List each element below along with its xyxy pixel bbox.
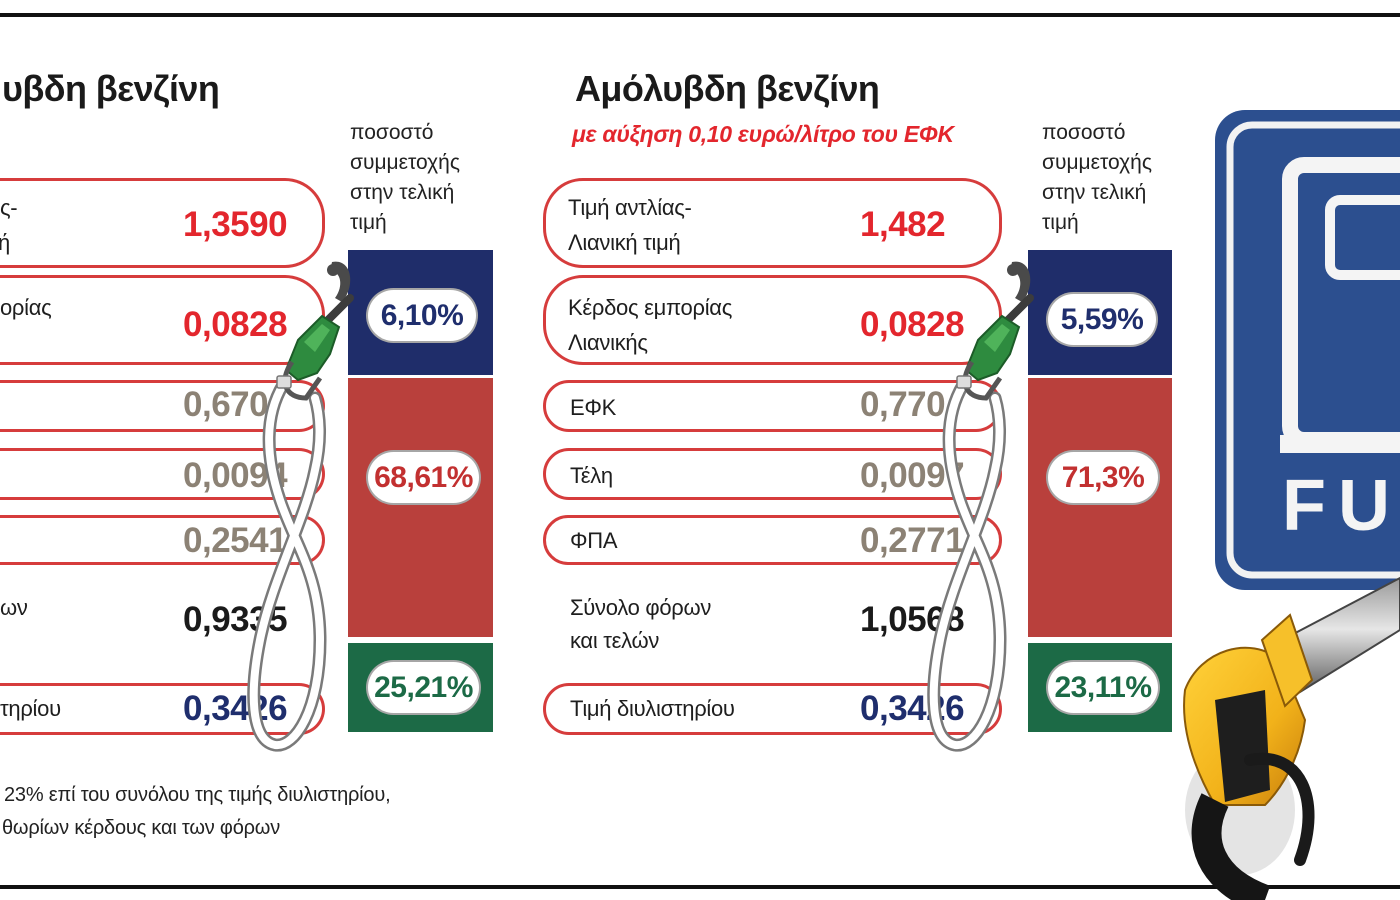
left-share-segment-taxes xyxy=(348,378,493,637)
left-row-pill-excise xyxy=(0,380,325,432)
left-share-header: ποσοστό συμμετοχής στην τελική τιμή xyxy=(350,118,460,238)
left-value-excise: 0,670 xyxy=(183,385,269,424)
right-value-total-taxes: 1,0568 xyxy=(860,600,965,639)
right-value-refinery: 0,3426 xyxy=(860,689,965,728)
left-value-total-taxes: 0,9335 xyxy=(183,600,288,639)
sign-background xyxy=(1215,110,1400,590)
left-row-label: ς- xyxy=(0,195,18,220)
row-label-refinery: Τιμή διυλιστηρίου xyxy=(570,696,735,721)
right-row-pill-excise xyxy=(543,380,1002,432)
right-row-pill-retail-margin xyxy=(543,275,1002,365)
left-value-pump-price: 1,3590 xyxy=(183,205,288,244)
left-share-badge-refinery: 25,21% xyxy=(366,660,481,715)
right-row-pill-pump-price xyxy=(543,178,1002,268)
right-value-vat: 0,2771 xyxy=(860,521,965,560)
fuel-sign-illustration: FU xyxy=(1183,110,1400,900)
left-value-refinery: 0,3426 xyxy=(183,689,288,728)
row-label-total-taxes: Σύνολο φόρων xyxy=(570,595,712,620)
right-panel-title: Αμόλυβδη βενζίνη xyxy=(575,68,880,109)
sign-frame xyxy=(1226,121,1400,579)
fuel-pump-icon xyxy=(1280,157,1400,453)
left-row-label: τηρίου xyxy=(0,696,61,721)
left-panel-title: υβδη βενζίνη xyxy=(2,68,220,109)
right-share-segment-taxes xyxy=(1028,378,1172,637)
right-share-badge-refinery: 23,11% xyxy=(1046,660,1160,715)
row-label-vat: ΦΠΑ xyxy=(570,528,618,553)
fuel-sign: FU xyxy=(1215,110,1400,590)
right-value-excise: 0,770 xyxy=(860,385,946,424)
left-row-label: ορίας xyxy=(0,295,52,320)
left-row-pill-pump-price xyxy=(0,178,325,268)
header-line: τιμή xyxy=(350,211,387,234)
left-share-badge-margin: 6,10% xyxy=(366,288,478,343)
bottom-rule xyxy=(0,885,1400,889)
row-label-retail-margin: Λιανικής xyxy=(568,330,648,355)
header-line: στην τελική xyxy=(350,181,455,204)
left-footnote-line: 23% επί του συνόλου της τιμής διυλιστηρί… xyxy=(4,784,391,806)
right-panel-subtitle: με αύξηση 0,10 ευρώ/λίτρο του ΕΦΚ xyxy=(572,121,954,147)
right-value-fees: 0,0097 xyxy=(860,456,965,495)
header-line: τιμή xyxy=(1042,211,1079,234)
left-footnote-line: θωρίων κέρδους και των φόρων xyxy=(2,817,281,839)
left-value-vat: 0,2541 xyxy=(183,521,288,560)
row-label-excise: ΕΦΚ xyxy=(570,395,617,420)
row-label-total-taxes: και τελών xyxy=(570,628,660,653)
left-row-label: ων xyxy=(0,595,28,620)
right-value-retail-margin: 0,0828 xyxy=(860,305,965,344)
header-line: ποσοστό xyxy=(350,121,434,144)
header-line: συμμετοχής xyxy=(1042,151,1152,174)
left-share-badge-taxes: 68,61% xyxy=(366,450,481,505)
top-rule xyxy=(0,13,1400,17)
row-label-pump-price: Τιμή αντλίας- xyxy=(568,195,692,220)
left-value-retail-margin: 0,0828 xyxy=(183,305,288,344)
yellow-fuel-nozzle-icon xyxy=(1183,576,1400,900)
row-label-fees: Τέλη xyxy=(570,463,613,488)
left-row-label: ή xyxy=(0,230,10,255)
right-value-pump-price: 1,482 xyxy=(860,205,946,244)
right-share-badge-taxes: 71,3% xyxy=(1046,450,1160,505)
right-row-pill-fees xyxy=(543,448,1002,500)
right-share-header: ποσοστό συμμετοχής στην τελική τιμή xyxy=(1042,118,1152,238)
right-row-pill-refinery xyxy=(543,683,1002,735)
left-value-fees: 0,0094 xyxy=(183,456,288,495)
header-line: συμμετοχής xyxy=(350,151,460,174)
row-label-pump-price: Λιανική τιμή xyxy=(568,230,681,255)
header-line: στην τελική xyxy=(1042,181,1147,204)
sign-text: FU xyxy=(1282,466,1400,546)
right-share-badge-margin: 5,59% xyxy=(1046,292,1158,347)
row-label-retail-margin: Κέρδος εμπορίας xyxy=(568,295,733,320)
header-line: ποσοστό xyxy=(1042,121,1126,144)
